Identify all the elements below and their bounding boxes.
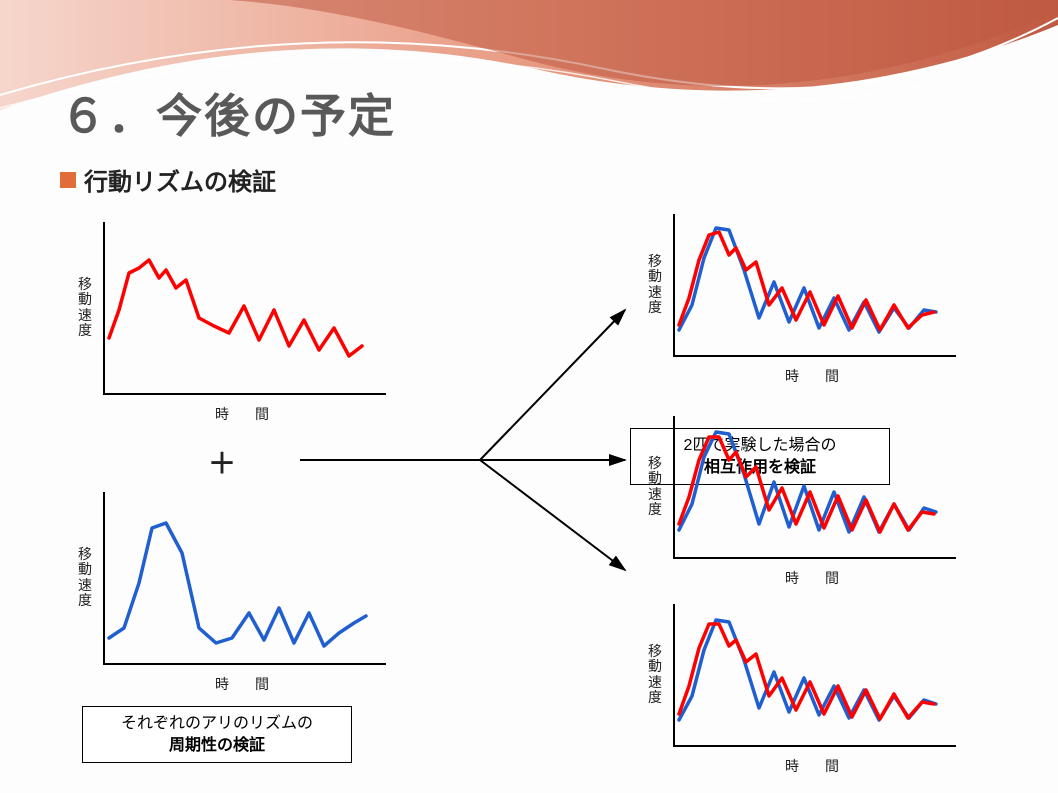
chart-A_red: 移動速度時 間 xyxy=(100,218,390,398)
chart-svg xyxy=(670,600,960,750)
chart-B_blue: 移動速度時 間 xyxy=(100,488,390,668)
chart-ylabel: 移動速度 xyxy=(78,547,92,609)
bullet-square-icon xyxy=(60,172,76,188)
chart-D_overlap2: 移動速度時 間 xyxy=(670,412,960,562)
chart-xlabel: 時 間 xyxy=(785,756,845,776)
chart-svg xyxy=(670,210,960,360)
title-text: ６．今後の予定 xyxy=(60,91,396,142)
chart-C_overlap1: 移動速度時 間 xyxy=(670,210,960,360)
chart-ylabel: 移動速度 xyxy=(648,254,662,316)
chart-svg xyxy=(670,412,960,562)
chart-svg xyxy=(100,218,390,398)
callout-left: それぞれのアリのリズムの 周期性の検証 xyxy=(82,706,352,763)
chart-E_overlap3: 移動速度時 間 xyxy=(670,600,960,750)
chart-ylabel: 移動速度 xyxy=(648,456,662,518)
chart-ylabel: 移動速度 xyxy=(78,277,92,339)
chart-svg xyxy=(100,488,390,668)
subtitle-text: 行動リズムの検証 xyxy=(84,162,276,197)
chart-xlabel: 時 間 xyxy=(215,404,275,424)
slide-title: ６．今後の予定 xyxy=(60,80,396,146)
chart-ylabel: 移動速度 xyxy=(648,644,662,706)
subtitle-row: 行動リズムの検証 xyxy=(60,162,276,197)
chart-xlabel: 時 間 xyxy=(785,366,845,386)
callout-left-line1: それぞれのアリのリズムの xyxy=(101,713,333,735)
callout-left-line2: 周期性の検証 xyxy=(101,735,333,757)
slide-future-plans: { "title": { "text": "６．今後の予定", "fontsiz… xyxy=(0,0,1058,793)
chart-xlabel: 時 間 xyxy=(785,568,845,588)
chart-xlabel: 時 間 xyxy=(215,674,275,694)
plus-symbol: ＋ xyxy=(208,442,236,482)
